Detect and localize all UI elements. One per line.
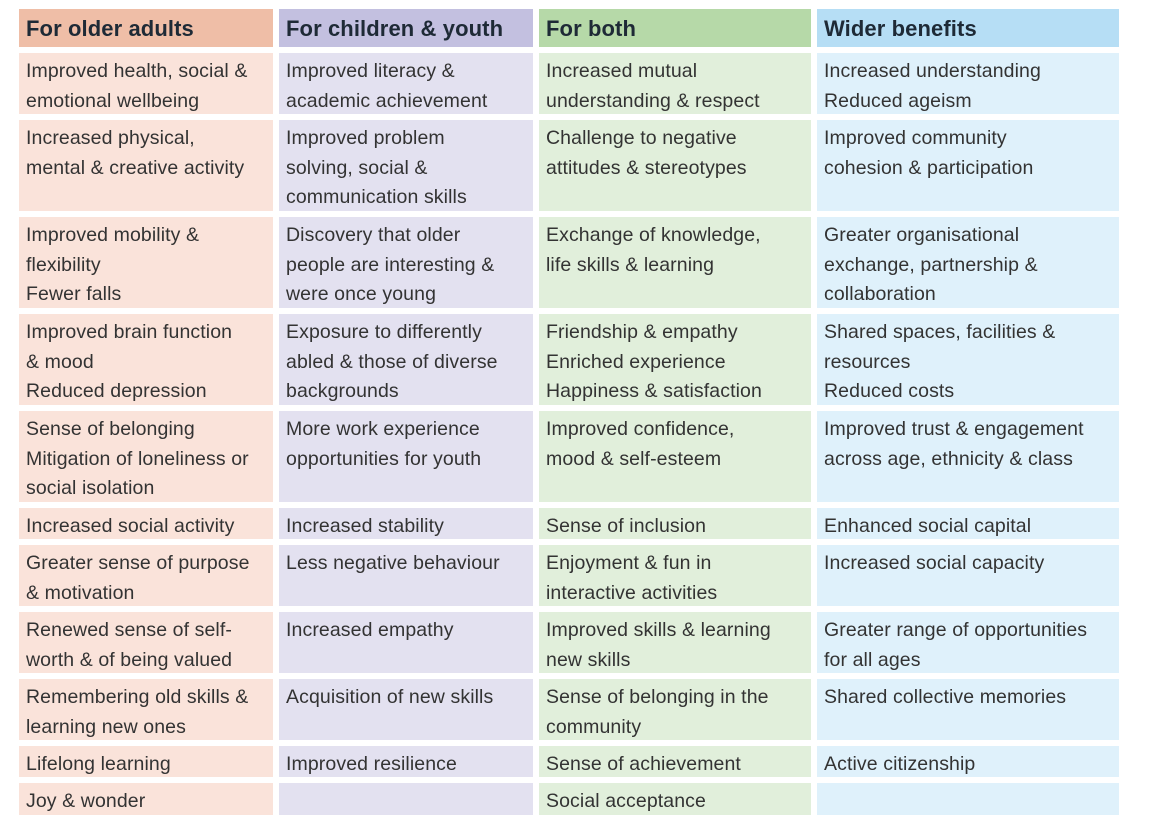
- table-cell-wider-benefits: Increased understanding Reduced ageism: [817, 53, 1119, 114]
- header-children-youth: For children & youth: [279, 9, 533, 47]
- table-cell-wider-benefits: Improved trust & engagement across age, …: [817, 411, 1119, 502]
- table-cell-for-both: Sense of inclusion: [539, 508, 811, 539]
- table-cell-wider-benefits: Improved community cohesion & participat…: [817, 120, 1119, 211]
- table-cell-for-both: Improved skills & learning new skills: [539, 612, 811, 673]
- table-cell-wider-benefits: Increased social capacity: [817, 545, 1119, 606]
- table-cell-children-youth: Increased stability: [279, 508, 533, 539]
- table-cell-for-both: Social acceptance: [539, 783, 811, 815]
- table-cell-older-adults: Lifelong learning: [19, 746, 273, 777]
- table-cell-older-adults: Improved brain function & mood Reduced d…: [19, 314, 273, 405]
- table-cell-children-youth: Improved literacy & academic achievement: [279, 53, 533, 114]
- header-older-adults: For older adults: [19, 9, 273, 47]
- table-cell-wider-benefits: Shared spaces, facilities & resources Re…: [817, 314, 1119, 405]
- table-cell-for-both: Exchange of knowledge, life skills & lea…: [539, 217, 811, 308]
- table-cell-wider-benefits: [817, 783, 1119, 815]
- table-cell-for-both: Enjoyment & fun in interactive activitie…: [539, 545, 811, 606]
- table-cell-children-youth: More work experience opportunities for y…: [279, 411, 533, 502]
- table-cell-older-adults: Improved health, social & emotional well…: [19, 53, 273, 114]
- table-cell-for-both: Friendship & empathy Enriched experience…: [539, 314, 811, 405]
- header-for-both: For both: [539, 9, 811, 47]
- table-cell-wider-benefits: Active citizenship: [817, 746, 1119, 777]
- table-cell-wider-benefits: Shared collective memories: [817, 679, 1119, 740]
- table-cell-children-youth: Increased empathy: [279, 612, 533, 673]
- table-cell-children-youth: Exposure to differently abled & those of…: [279, 314, 533, 405]
- table-cell-for-both: Challenge to negative attitudes & stereo…: [539, 120, 811, 211]
- table-cell-children-youth: Acquisition of new skills: [279, 679, 533, 740]
- table-cell-older-adults: Increased physical, mental & creative ac…: [19, 120, 273, 211]
- table-cell-older-adults: Increased social activity: [19, 508, 273, 539]
- table-cell-for-both: Improved confidence, mood & self-esteem: [539, 411, 811, 502]
- table-cell-older-adults: Sense of belonging Mitigation of lonelin…: [19, 411, 273, 502]
- table-cell-children-youth: Improved problem solving, social & commu…: [279, 120, 533, 211]
- table-cell-for-both: Sense of belonging in the community: [539, 679, 811, 740]
- table-cell-children-youth: Improved resilience: [279, 746, 533, 777]
- table-cell-for-both: Sense of achievement: [539, 746, 811, 777]
- table-cell-for-both: Increased mutual understanding & respect: [539, 53, 811, 114]
- table-cell-wider-benefits: Greater organisational exchange, partner…: [817, 217, 1119, 308]
- table-cell-older-adults: Improved mobility & flexibility Fewer fa…: [19, 217, 273, 308]
- table-cell-older-adults: Joy & wonder: [19, 783, 273, 815]
- header-wider-benefits: Wider benefits: [817, 9, 1119, 47]
- table-cell-older-adults: Renewed sense of self- worth & of being …: [19, 612, 273, 673]
- table-cell-children-youth: Discovery that older people are interest…: [279, 217, 533, 308]
- table-cell-older-adults: Remembering old skills & learning new on…: [19, 679, 273, 740]
- table-cell-children-youth: Less negative behaviour: [279, 545, 533, 606]
- table-cell-children-youth: [279, 783, 533, 815]
- benefits-table: For older adults For children & youth Fo…: [19, 9, 1119, 815]
- table-cell-wider-benefits: Enhanced social capital: [817, 508, 1119, 539]
- table-cell-wider-benefits: Greater range of opportunities for all a…: [817, 612, 1119, 673]
- table-cell-older-adults: Greater sense of purpose & motivation: [19, 545, 273, 606]
